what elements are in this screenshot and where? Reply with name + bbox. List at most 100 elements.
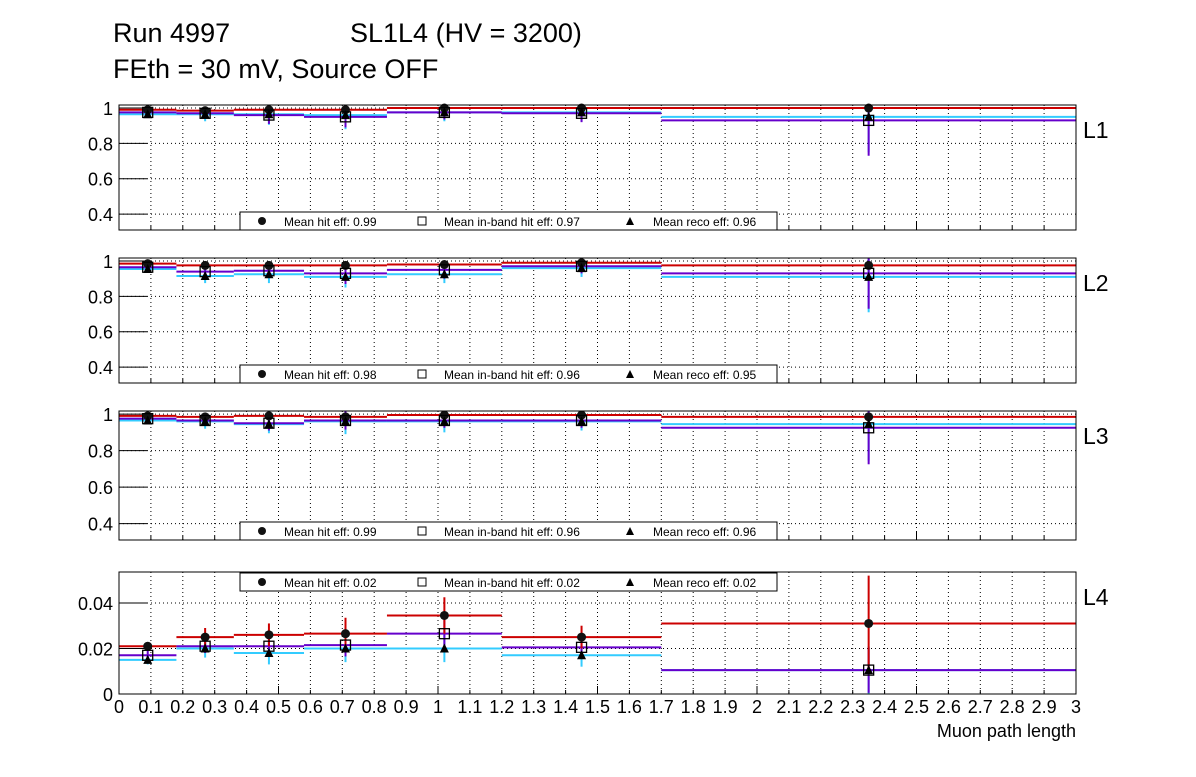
x-tick-label: 0.2 (170, 697, 195, 717)
x-tick-label: 1.8 (681, 697, 706, 717)
hit-marker (340, 629, 350, 639)
legend: Mean hit eff: 0.99 Mean in-band hit eff: … (239, 211, 778, 231)
inband-marker (575, 414, 588, 427)
x-tick-label: 2 (752, 697, 762, 717)
reco-marker (577, 107, 587, 117)
x-tick-label: 3 (1071, 697, 1081, 717)
x-tick-label: 1.2 (489, 697, 514, 717)
plot-frame (118, 571, 1077, 695)
y-tick-label: 0.8 (88, 287, 113, 307)
legend-reco-label: Mean reco eff: 0.96 (653, 525, 757, 539)
legend-reco-marker (626, 370, 634, 378)
x-tick-label: 0.8 (362, 697, 387, 717)
x-tick-label: 2.5 (904, 697, 929, 717)
inband-marker (199, 107, 211, 119)
legend-hit-label: Mean hit eff: 0.02 (284, 576, 377, 590)
hit-marker (864, 412, 874, 422)
x-tick-label: 2.2 (808, 697, 833, 717)
reco-marker (439, 269, 449, 279)
legend-hit-marker (258, 370, 266, 378)
y-tick-label: 1 (103, 252, 113, 272)
legend-inband-label: Mean in-band hit eff: 0.96 (444, 525, 580, 539)
x-tick-label: 1 (433, 697, 443, 717)
reco-marker (864, 111, 874, 121)
reco-marker (200, 643, 210, 653)
legend-hit-label: Mean hit eff: 0.99 (284, 525, 377, 539)
reco-marker (577, 263, 587, 273)
hit-marker (340, 260, 350, 270)
x-tick-label: 0.6 (298, 697, 323, 717)
reco-marker (200, 109, 210, 119)
legend-box (239, 364, 778, 384)
y-tick-label: 0.6 (88, 478, 113, 498)
panel-label: L3 (1083, 423, 1109, 449)
reco-marker (864, 419, 874, 429)
legend-box (239, 211, 778, 231)
y-tick-label: 1 (103, 405, 113, 425)
legend-inband-label: Mean in-band hit eff: 0.96 (444, 368, 580, 382)
reco-marker (439, 643, 449, 653)
reco-marker (340, 643, 350, 653)
legend-box (239, 572, 778, 592)
legend-hit-marker (258, 217, 266, 225)
reco-marker (264, 419, 274, 429)
reco-marker (143, 654, 153, 664)
reco-marker (143, 109, 153, 119)
hit-marker (577, 258, 587, 268)
x-tick-label: 2.1 (776, 697, 801, 717)
legend-reco-marker (626, 527, 634, 535)
x-tick-label: 1.5 (585, 697, 610, 717)
hit-marker (143, 641, 153, 651)
x-tick-label: 1.3 (521, 697, 546, 717)
reco-marker (577, 650, 587, 660)
legend-reco-marker (626, 578, 634, 586)
x-tick-label: 2.9 (1032, 697, 1057, 717)
legend-hit-label: Mean hit eff: 0.98 (284, 368, 377, 382)
legend-inband-marker (417, 369, 427, 379)
legend-inband-marker (417, 577, 427, 587)
x-tick-label: 0.5 (266, 697, 291, 717)
x-tick-label: 0.1 (138, 697, 163, 717)
inband-marker (199, 414, 211, 427)
inband-marker (339, 414, 352, 427)
hit-marker (864, 103, 874, 113)
legend: Mean hit eff: 0.98 Mean in-band hit eff: … (239, 364, 778, 384)
hit-marker (264, 411, 274, 421)
hit-marker (864, 618, 874, 628)
panel-l1: 0.4 0.6 0.8 1 L1 Mean hit eff: 0.99 Mean in-ba… (88, 99, 1109, 231)
y-tick-label: 0.02 (78, 639, 113, 659)
reco-marker (439, 416, 449, 426)
x-tick-label: 1.6 (617, 697, 642, 717)
y-tick-label: 0.4 (88, 358, 113, 378)
run-title: Run 4997 (113, 18, 230, 48)
x-tick-label: 2.4 (872, 697, 897, 717)
legend: Mean hit eff: 0.02 Mean in-band hit eff: … (239, 572, 778, 592)
reco-marker (864, 665, 874, 675)
panel-label: L2 (1083, 270, 1109, 296)
reco-marker (143, 263, 153, 273)
x-tick-label: 2.7 (968, 697, 993, 717)
reco-marker (264, 648, 274, 658)
legend-reco-label: Mean reco eff: 0.02 (653, 576, 757, 590)
x-tick-label: 2.8 (1000, 697, 1025, 717)
y-tick-label: 0.6 (88, 170, 113, 190)
x-tick-label: 1.9 (713, 697, 738, 717)
legend-hit-marker (258, 527, 266, 535)
y-tick-label: 0 (103, 685, 113, 705)
hit-marker (200, 632, 210, 642)
conditions-title: FEth = 30 mV, Source OFF (113, 54, 438, 84)
hit-marker (143, 259, 153, 269)
reco-marker (264, 269, 274, 279)
hit-marker (577, 632, 587, 642)
plot-area (119, 105, 1076, 230)
panel-label: L4 (1083, 584, 1109, 610)
x-axis-title: Muon path length (937, 721, 1076, 741)
x-tick-label: 2.6 (936, 697, 961, 717)
inband-marker (263, 417, 275, 429)
legend-inband-marker (417, 526, 427, 536)
legend: Mean hit eff: 0.99 Mean in-band hit eff: … (239, 521, 778, 541)
reco-marker (577, 416, 587, 426)
reco-marker (864, 271, 874, 281)
x-tick-label: 0.4 (234, 697, 259, 717)
legend-hit-label: Mean hit eff: 0.99 (284, 215, 377, 229)
